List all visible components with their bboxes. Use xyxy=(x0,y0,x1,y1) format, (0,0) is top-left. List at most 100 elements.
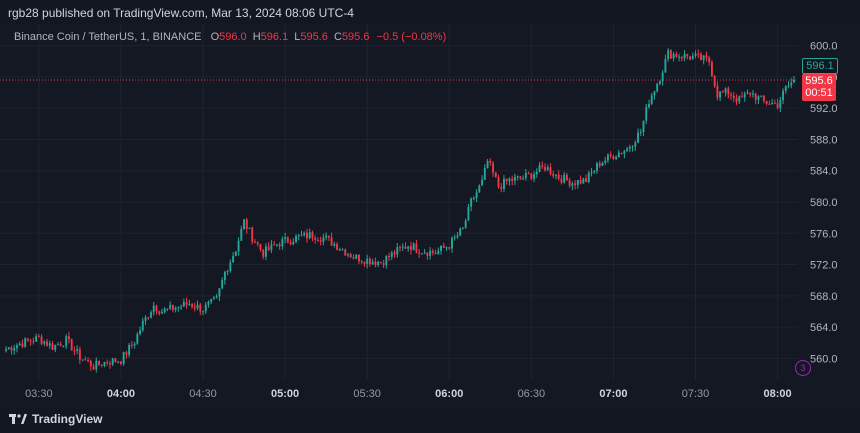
candle xyxy=(13,344,16,355)
candle xyxy=(286,236,289,244)
candle xyxy=(319,236,322,246)
candle-body xyxy=(218,288,221,297)
candle-body xyxy=(368,258,371,265)
candle xyxy=(234,250,237,257)
candle xyxy=(724,87,727,97)
candle xyxy=(530,172,533,181)
candle xyxy=(166,308,169,312)
candle xyxy=(713,75,716,88)
candle xyxy=(617,149,620,158)
candle xyxy=(237,237,240,256)
candle xyxy=(752,90,754,98)
candle-body xyxy=(560,178,563,183)
candle-body xyxy=(538,165,541,172)
candle-body xyxy=(119,361,122,364)
candle xyxy=(180,304,183,311)
candle-body xyxy=(461,227,464,229)
candle-body xyxy=(76,349,79,351)
candle-body xyxy=(15,345,18,349)
candle xyxy=(336,242,339,251)
tradingview-brand[interactable]: TradingView xyxy=(9,412,102,426)
candle xyxy=(163,307,166,314)
candle xyxy=(327,235,330,241)
timezone-clock-icon[interactable]: 3 xyxy=(795,360,811,376)
candle xyxy=(470,197,473,212)
candle xyxy=(399,245,401,252)
candle-body xyxy=(503,178,505,189)
candle-body xyxy=(57,344,59,346)
candle xyxy=(574,180,577,190)
candle xyxy=(347,253,349,258)
candle-body xyxy=(467,206,470,221)
candle-body xyxy=(434,252,437,254)
candle xyxy=(606,153,609,164)
candle-body xyxy=(314,237,317,240)
time-axis[interactable]: 03:30 04:00 04:30 05:00 05:30 06:00 06:30 07:00… xyxy=(25,388,792,400)
candle-body xyxy=(109,363,111,365)
candle xyxy=(295,234,297,244)
candle-body xyxy=(106,361,109,364)
candle xyxy=(500,183,503,193)
candle xyxy=(546,164,549,171)
candle xyxy=(254,238,256,243)
candle-body xyxy=(705,55,708,58)
candle-body xyxy=(98,360,100,365)
candle-body xyxy=(35,336,38,342)
candle xyxy=(215,293,218,299)
price-tick-label: 568.0 xyxy=(810,291,838,303)
candle xyxy=(694,50,697,59)
candle-body xyxy=(779,100,782,108)
candle-body xyxy=(303,232,306,236)
candle-body xyxy=(311,232,314,238)
candle xyxy=(757,95,760,105)
candle xyxy=(719,90,722,102)
candle-body xyxy=(264,246,267,257)
candle xyxy=(119,361,122,366)
candle-body xyxy=(549,167,552,174)
candle xyxy=(7,346,10,350)
candle-body xyxy=(683,53,686,59)
candle xyxy=(524,168,527,181)
candle xyxy=(601,161,604,167)
candle-body xyxy=(639,132,642,134)
candle xyxy=(182,298,185,307)
candle-body xyxy=(111,358,114,365)
candle xyxy=(223,270,226,285)
candle xyxy=(516,175,519,181)
candle xyxy=(563,171,566,184)
candle xyxy=(382,260,385,269)
candle xyxy=(793,76,795,83)
candle-body xyxy=(552,173,555,176)
candle xyxy=(519,176,522,181)
candle-body xyxy=(292,241,295,244)
candle-body xyxy=(130,345,133,347)
candle xyxy=(628,144,631,153)
candle-body xyxy=(87,360,90,362)
symbol-title: Binance Coin / TetherUS, 1, BINANCE xyxy=(14,31,202,43)
candle-body xyxy=(62,345,65,347)
candle xyxy=(508,177,511,186)
candle xyxy=(21,339,24,349)
candle xyxy=(92,363,95,370)
candle-body xyxy=(37,336,40,338)
candle xyxy=(240,225,243,241)
candle-body xyxy=(191,304,194,307)
tradingview-logo-icon xyxy=(9,414,27,424)
footer-bar xyxy=(0,408,860,433)
candle-body xyxy=(582,178,585,184)
candle xyxy=(678,53,681,62)
candle xyxy=(243,219,245,230)
candle-body xyxy=(325,235,328,238)
candle-body xyxy=(519,176,522,179)
candle xyxy=(773,99,776,105)
publisher-bar: rgb28 published on TradingView.com, Mar … xyxy=(0,0,860,24)
candle xyxy=(612,154,615,161)
candle-body xyxy=(656,83,659,92)
candle xyxy=(62,345,65,348)
candle xyxy=(760,95,763,98)
candle-body xyxy=(152,305,155,313)
price-tick-label: 572.0 xyxy=(810,260,838,272)
candle xyxy=(35,333,38,342)
candle xyxy=(366,254,369,269)
candlestick-chart[interactable]: 600.0 596.0 592.0 588.0 584.0 580.0 576.0 572.0… xyxy=(0,0,860,408)
